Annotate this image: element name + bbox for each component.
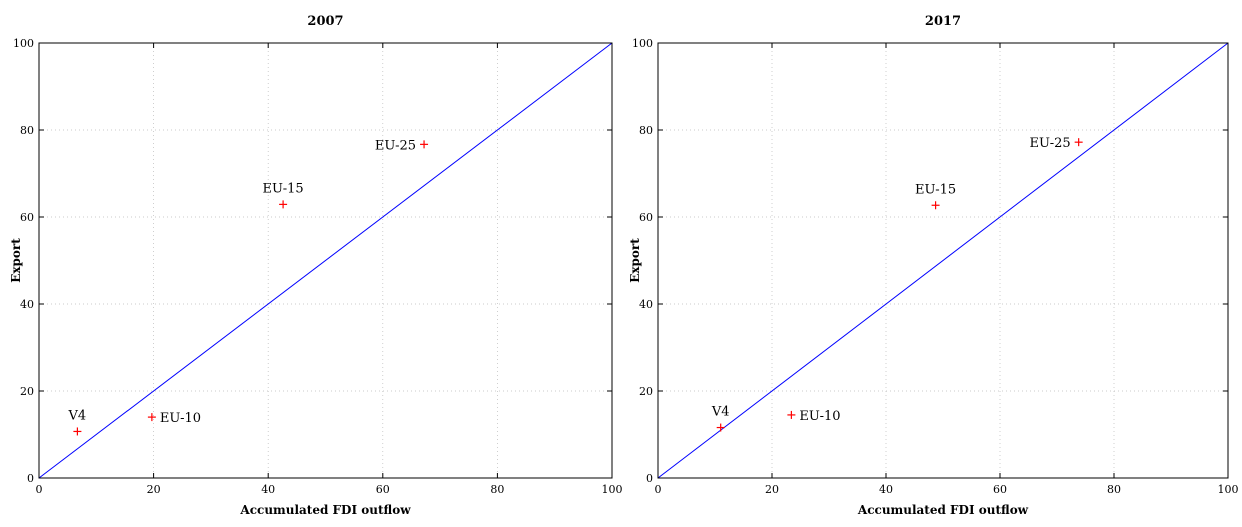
- data-point: [147, 413, 156, 422]
- y-tick-label: 80: [639, 124, 653, 137]
- x-tick-label: 80: [1107, 483, 1121, 496]
- plot-frame: [657, 42, 1229, 479]
- y-tick-label: 0: [646, 472, 653, 485]
- x-axis-label: Accumulated FDI outflow: [239, 503, 411, 517]
- x-axis-label: Accumulated FDI outflow: [857, 503, 1029, 517]
- data-point-label: EU-15: [263, 181, 304, 196]
- y-tick-label: 0: [27, 472, 34, 485]
- data-point-label: EU-10: [160, 411, 201, 426]
- x-tick-label: 20: [765, 483, 779, 496]
- y-tick-label: 100: [632, 37, 653, 50]
- y-tick-label: 80: [20, 124, 34, 137]
- data-point: [716, 423, 725, 432]
- data-point-label: V4: [68, 408, 87, 423]
- x-tick-label: 40: [879, 483, 893, 496]
- x-tick-label: 80: [490, 483, 504, 496]
- x-tick-label: 0: [655, 483, 662, 496]
- data-point-label: EU-25: [375, 138, 416, 153]
- data-point: [420, 140, 429, 149]
- y-tick-label: 40: [20, 298, 34, 311]
- x-tick-label: 100: [1218, 483, 1239, 496]
- data-point: [279, 200, 288, 209]
- chart-title: 2007: [307, 14, 343, 29]
- y-tick-label: 60: [20, 211, 34, 224]
- x-tick-label: 40: [261, 483, 275, 496]
- y-tick-label: 20: [639, 385, 653, 398]
- data-point-label: V4: [711, 405, 730, 420]
- y-tick-label: 40: [639, 298, 653, 311]
- y-tick-label: 100: [13, 37, 34, 50]
- chart-title: 2017: [925, 14, 961, 29]
- data-point: [1074, 138, 1083, 147]
- reference-line: [657, 42, 1229, 479]
- data-point-label: EU-15: [915, 182, 956, 197]
- x-tick-label: 20: [147, 483, 161, 496]
- y-tick-label: 60: [639, 211, 653, 224]
- reference-line: [38, 42, 613, 479]
- chart-panel-0: 0 20 40 60 80 100 0 20 40 60 80 100 2007 Accumulated …: [9, 14, 623, 517]
- plot-frame: [38, 42, 613, 479]
- y-axis-label: Export: [628, 238, 642, 283]
- data-point-label: EU-25: [1030, 136, 1071, 151]
- data-point: [73, 427, 82, 436]
- x-tick-label: 100: [602, 483, 623, 496]
- data-point-label: EU-10: [799, 409, 840, 424]
- x-tick-label: 60: [993, 483, 1007, 496]
- chart-panel-1: 0 20 40 60 80 100 0 20 40 60 80 100 2017 Accumulated …: [628, 14, 1239, 517]
- data-point: [931, 201, 940, 210]
- data-point: [787, 410, 796, 419]
- x-tick-label: 0: [36, 483, 43, 496]
- x-tick-label: 60: [376, 483, 390, 496]
- y-tick-label: 20: [20, 385, 34, 398]
- y-axis-label: Export: [9, 238, 23, 283]
